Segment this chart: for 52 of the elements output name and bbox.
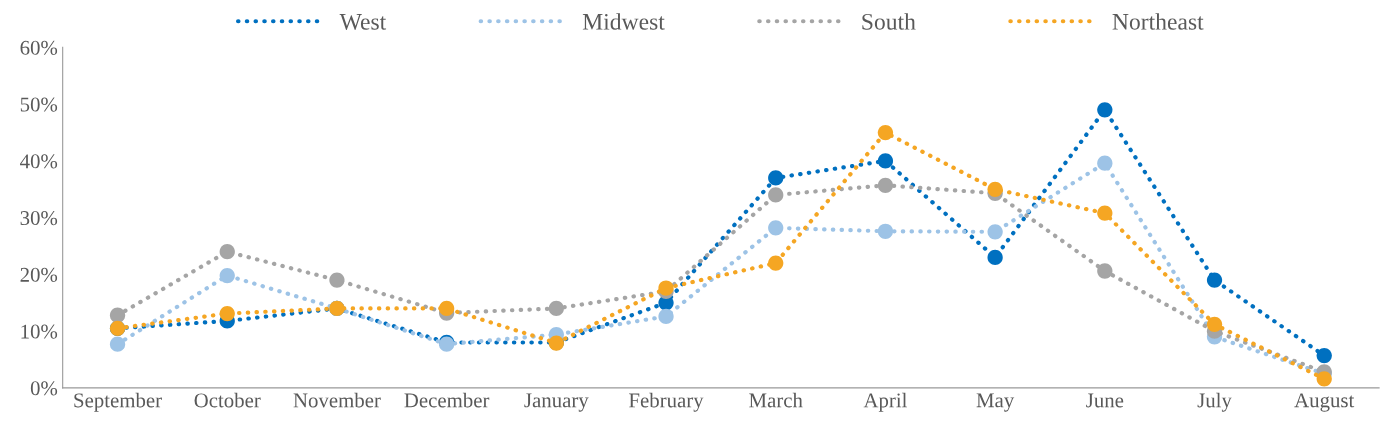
y-tick-label: 40%	[20, 154, 58, 169]
point	[1097, 263, 1113, 279]
legend-label: Northeast	[1112, 13, 1204, 30]
point	[768, 220, 784, 236]
point	[987, 181, 1003, 197]
point	[658, 280, 674, 296]
y-tick-label: 0%	[30, 381, 58, 396]
point	[658, 308, 674, 325]
x-tick-label: October	[194, 392, 261, 408]
point	[768, 187, 784, 203]
x-tick-label: December	[404, 392, 490, 408]
point	[1097, 102, 1113, 118]
x-tick-label: March	[749, 392, 803, 408]
point	[219, 267, 235, 284]
point	[219, 244, 235, 260]
point	[768, 255, 784, 271]
point	[1316, 371, 1332, 387]
y-tick-label: 10%	[21, 324, 58, 339]
point	[438, 300, 455, 317]
point	[877, 124, 894, 141]
x-tick-label: September	[74, 392, 162, 412]
point	[1206, 316, 1223, 332]
legend-label: Midwest	[582, 13, 665, 30]
y-tick-label: 60%	[20, 40, 58, 55]
y-tick-label: 30%	[20, 211, 58, 226]
point	[1097, 155, 1113, 171]
x-tick-label: April	[863, 392, 907, 412]
point	[1316, 347, 1332, 364]
x-tick-label: August	[1294, 393, 1355, 412]
point	[548, 300, 564, 317]
point	[329, 272, 345, 288]
x-tick-label: July	[1197, 392, 1232, 412]
point	[877, 177, 894, 193]
point	[877, 153, 894, 169]
point	[987, 249, 1003, 266]
point	[1097, 205, 1113, 221]
legend-label: South	[862, 13, 916, 30]
y-tick-label: 50%	[20, 97, 58, 112]
point	[877, 223, 894, 239]
point	[109, 307, 126, 323]
point	[1206, 272, 1223, 288]
point	[109, 336, 126, 352]
x-tick-label: February	[629, 392, 704, 412]
point	[987, 224, 1003, 240]
legend-label: West	[339, 14, 387, 30]
point	[768, 170, 784, 186]
x-tick-label: June	[1086, 393, 1124, 408]
y-tick-label: 20%	[20, 267, 58, 282]
point	[219, 305, 235, 322]
x-tick-label: January	[524, 393, 589, 412]
x-tick-label: November	[293, 392, 381, 408]
x-tick-label: May	[976, 393, 1015, 412]
